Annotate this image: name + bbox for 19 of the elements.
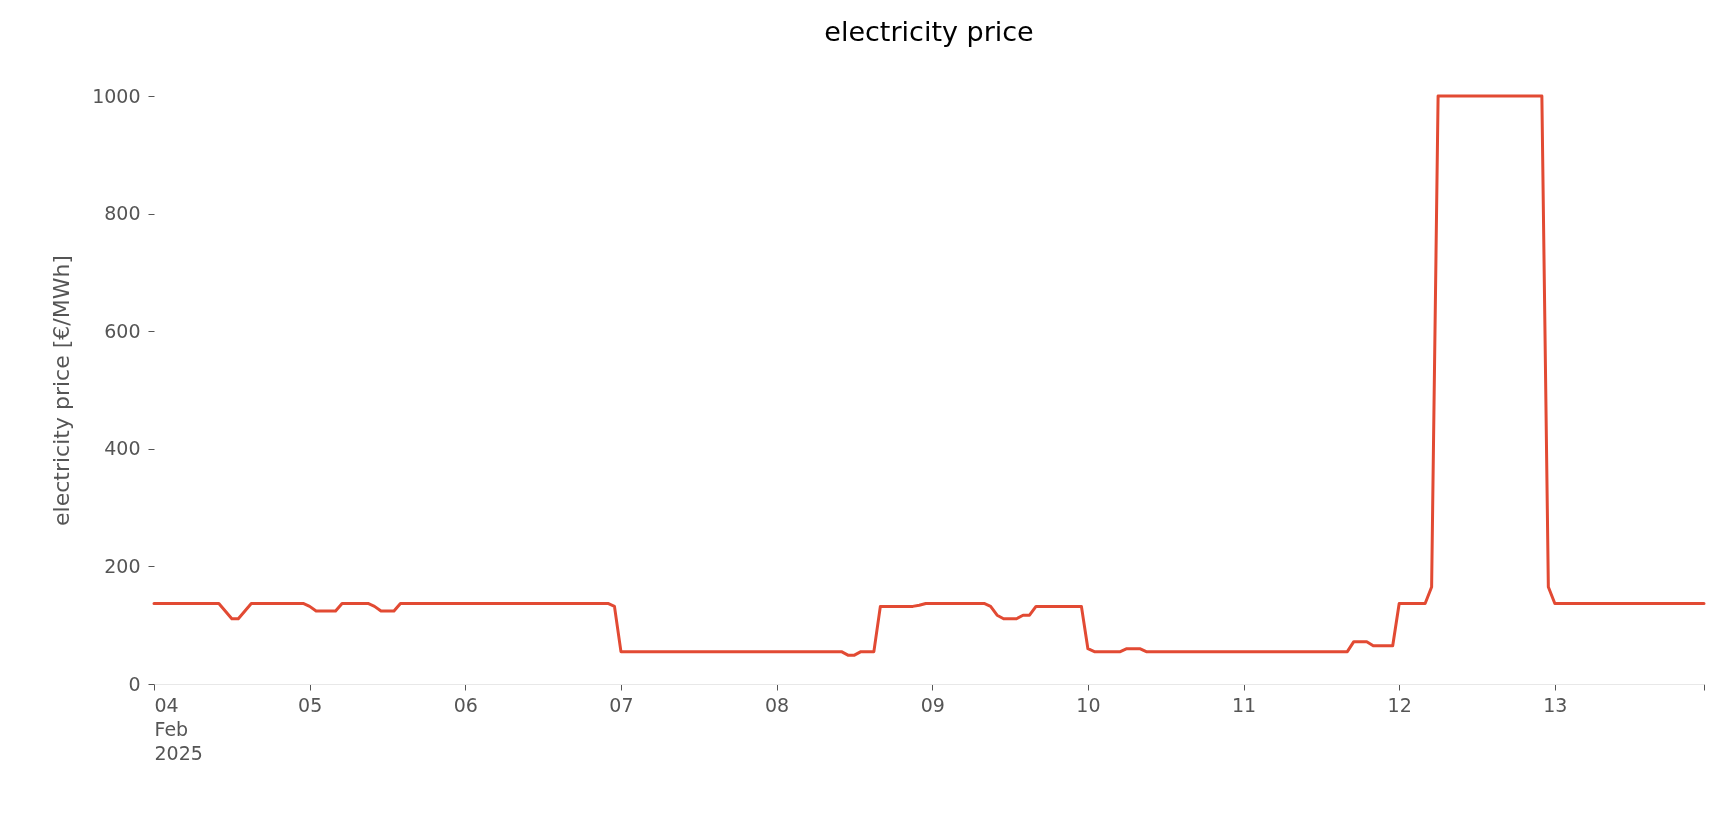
line-series bbox=[152, 94, 1706, 657]
y-tick-label: 200 bbox=[104, 554, 141, 577]
x-tick-label: 04 Feb 2025 bbox=[154, 693, 203, 764]
y-axis-title: electricity price [€/MWh] bbox=[49, 255, 75, 526]
x-tick-label: 05 bbox=[298, 693, 323, 716]
x-tick-label: 10 bbox=[1076, 693, 1101, 716]
x-tick-label: 07 bbox=[609, 693, 634, 716]
x-tick-label: 06 bbox=[453, 693, 478, 716]
x-tick-label: 11 bbox=[1231, 693, 1257, 716]
x-tick-label: 13 bbox=[1543, 693, 1568, 716]
chart-title: electricity price bbox=[824, 16, 1034, 47]
y-tick-label: 1000 bbox=[92, 84, 141, 107]
y-tick-label: 600 bbox=[104, 319, 141, 342]
y-tick-label: 400 bbox=[104, 437, 141, 460]
y-tick-label: 0 bbox=[128, 672, 141, 695]
x-tick-label: 08 bbox=[765, 693, 790, 716]
x-tick-label: 09 bbox=[920, 693, 945, 716]
y-tick-label: 800 bbox=[104, 202, 141, 225]
x-tick-label: 12 bbox=[1387, 693, 1412, 716]
